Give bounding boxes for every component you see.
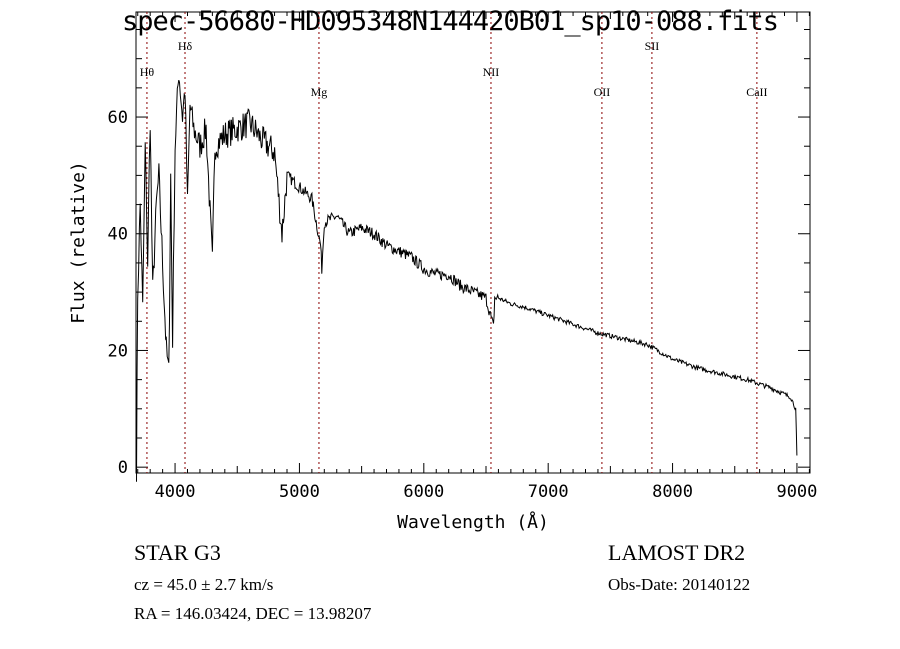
plot-frame: [135, 11, 811, 474]
spectral-line-label: Mg: [311, 85, 328, 99]
y-tick-label: 20: [108, 341, 128, 361]
x-tick-label: 5000: [279, 482, 320, 502]
redshift-velocity: cz = 45.0 ± 2.7 km/s: [134, 575, 274, 594]
spectral-line-label: CaII: [746, 85, 767, 99]
x-tick-label: 7000: [528, 482, 569, 502]
spectral-line-label: OII: [594, 85, 611, 99]
x-tick-label: 6000: [403, 482, 444, 502]
x-tick-label: 4000: [155, 482, 196, 502]
x-tick-label: 8000: [652, 482, 693, 502]
spectral-line-label: Hδ: [178, 39, 193, 53]
spectral-line-label: SII: [645, 39, 660, 53]
y-tick-label: 0: [118, 458, 128, 478]
y-tick-label: 40: [108, 225, 128, 245]
observation-date: Obs-Date: 20140122: [608, 575, 751, 594]
y-tick-label: 60: [108, 108, 128, 128]
spectral-line-label: NII: [483, 65, 500, 79]
x-tick-label: 9000: [776, 482, 817, 502]
x-axis-label: Wavelength (Å): [397, 511, 549, 533]
chart-title: spec-56680-HD095348N144420B01_sp10-088.f…: [122, 6, 779, 37]
survey-name: LAMOST DR2: [608, 540, 746, 565]
coordinates: RA = 146.03424, DEC = 13.98207: [134, 604, 372, 623]
y-axis-label: Flux (relative): [68, 161, 89, 324]
spectral-line-label: Hθ: [140, 65, 155, 79]
object-class: STAR G3: [134, 540, 221, 565]
spectrum-line: [136, 79, 798, 482]
